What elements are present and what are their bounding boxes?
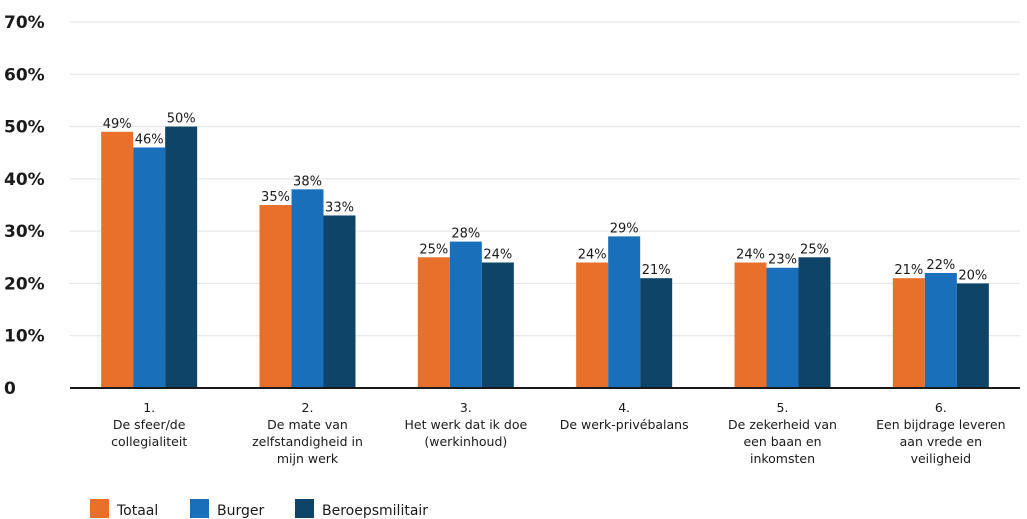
data-label: 24% [736,248,765,263]
data-label: 38% [293,174,322,189]
y-tick-label: 20% [4,274,45,294]
data-label: 25% [419,242,448,257]
data-label: 24% [578,248,607,263]
data-label: 49% [103,117,132,132]
bar [259,205,292,388]
x-tick-label-line: mijn werk [277,451,339,466]
y-tick-label: 70% [4,13,45,33]
x-tick-label-line: De werk-privébalans [560,417,689,432]
bar [481,262,514,388]
bar [417,257,450,388]
x-tick-label: 1. De sfeer/de collegialiteit [111,400,187,449]
x-tick-label: 2. De mate van zelfstandigheid in mijn werk [252,400,363,466]
bar [734,262,767,388]
bar [956,283,989,388]
x-tick-label-line: Het werk dat ik doe [405,417,528,432]
data-label: 33% [325,200,354,215]
data-label: 22% [926,258,955,273]
bar [798,257,831,388]
bars: 49% 35% 25% 24% 24% 21% 46% 38% 28% 29% 23% 22% 50% 3… [101,112,989,389]
data-label: 50% [167,112,196,127]
x-axis: 1. De sfeer/de collegialiteit 2. De mate van… [70,387,1020,466]
y-tick-label: 60% [4,65,45,85]
x-tick-label: 3. Het werk dat ik doe (werkinhoud) [405,400,528,449]
x-tick-label-line: De zekerheid van [728,417,837,432]
bar [608,236,641,388]
gridlines [70,21,1020,337]
x-tick-label: 4. De werk-privébalans [560,400,689,432]
bar [924,272,957,388]
x-tick-label-line: een baan en [743,434,821,449]
data-label: 21% [894,263,923,278]
y-tick-label: 50% [4,118,45,138]
x-tick-label-line: 2. [302,400,314,415]
x-tick-label-line: inkomsten [750,451,815,466]
x-tick-label-line: collegialiteit [111,434,187,449]
legend-label: Beroepsmilitair [322,503,428,519]
x-tick-label-line: (werkinhoud) [424,434,507,449]
data-label: 21% [642,263,671,278]
bar [133,147,166,388]
bar [576,262,609,388]
legend: Totaal Burger Beroepsmilitair [90,499,428,519]
x-tick-label: 5. De zekerheid van een baan en inkomsten [728,400,837,466]
data-label: 23% [768,253,797,268]
data-label: 20% [958,268,987,283]
x-tick-label-line: De mate van [267,417,348,432]
x-tick-label-line: zelfstandigheid in [252,434,363,449]
data-label: 46% [135,132,164,147]
legend-label: Burger [217,503,264,519]
bar [640,278,673,388]
data-label: 28% [451,227,480,242]
y-tick-label: 40% [4,170,45,190]
y-axis: 0 10% 20% 30% 40% 50% 60% 70% [4,13,45,399]
data-label: 35% [261,190,290,205]
bar [291,189,324,388]
legend-swatch [90,499,109,518]
data-label: 25% [800,242,829,257]
bar [323,215,356,388]
bar [766,267,799,388]
legend-label: Totaal [116,503,158,519]
bar [449,241,482,388]
bar [165,126,198,389]
x-tick-label-line: 5. [777,400,789,415]
x-tick-label-line: 6. [935,400,947,415]
x-tick-label-line: 3. [460,400,472,415]
legend-swatch [190,499,209,518]
x-tick-label-line: De sfeer/de [113,417,186,432]
y-tick-label: 10% [4,327,45,347]
data-label: 29% [610,221,639,236]
x-tick-label: 6. Een bijdrage leveren aan vrede en veilig… [876,400,1005,466]
x-tick-label-line: aan vrede en [900,434,982,449]
x-tick-label-line: veiligheid [911,451,971,466]
bar [892,278,925,388]
legend-swatch [295,499,314,518]
data-label: 24% [483,248,512,263]
x-tick-label-line: Een bijdrage leveren [876,417,1005,432]
y-tick-label: 30% [4,222,45,242]
y-tick-label: 0 [4,379,16,399]
x-tick-label-line: 4. [618,400,630,415]
x-tick-label-line: 1. [143,400,155,415]
bar [101,131,134,389]
